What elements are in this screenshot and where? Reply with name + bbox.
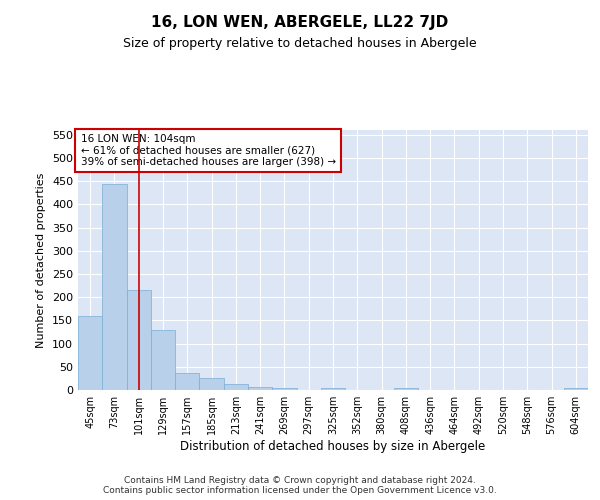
Bar: [224, 384, 248, 390]
Bar: [199, 378, 224, 390]
Text: 16, LON WEN, ABERGELE, LL22 7JD: 16, LON WEN, ABERGELE, LL22 7JD: [151, 15, 449, 30]
Text: Size of property relative to detached houses in Abergele: Size of property relative to detached ho…: [123, 38, 477, 51]
Bar: [102, 184, 127, 390]
Text: Contains HM Land Registry data © Crown copyright and database right 2024.
Contai: Contains HM Land Registry data © Crown c…: [103, 476, 497, 495]
Bar: [175, 373, 199, 390]
Bar: [151, 330, 175, 390]
Bar: [248, 387, 272, 390]
Y-axis label: Number of detached properties: Number of detached properties: [37, 172, 46, 348]
Bar: [127, 290, 151, 390]
X-axis label: Distribution of detached houses by size in Abergele: Distribution of detached houses by size …: [181, 440, 485, 453]
Bar: [394, 388, 418, 390]
Bar: [321, 388, 345, 390]
Text: 16 LON WEN: 104sqm
← 61% of detached houses are smaller (627)
39% of semi-detach: 16 LON WEN: 104sqm ← 61% of detached hou…: [80, 134, 335, 167]
Bar: [564, 388, 588, 390]
Bar: [78, 316, 102, 390]
Bar: [272, 388, 296, 390]
